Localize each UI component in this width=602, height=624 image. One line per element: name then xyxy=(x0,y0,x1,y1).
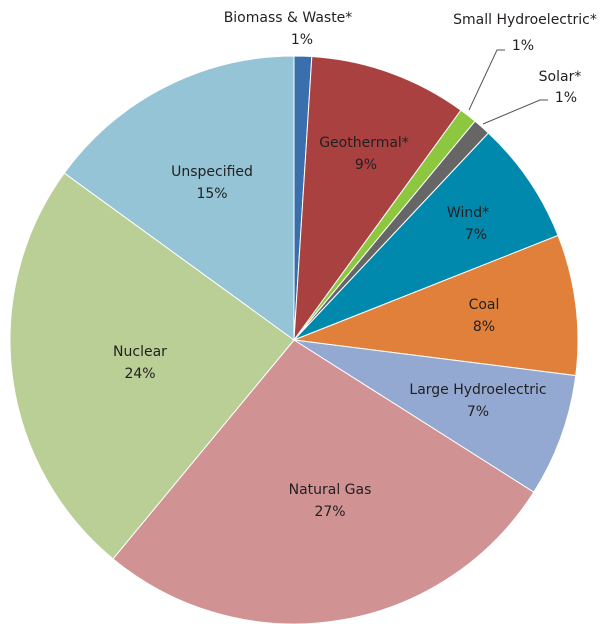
pie-slice xyxy=(63,55,295,341)
pie-slice xyxy=(293,234,579,377)
pie-slice xyxy=(9,172,295,560)
pie-slice xyxy=(293,339,577,493)
slice-label: Biomass & Waste* xyxy=(224,10,353,26)
slice-label: Wind* xyxy=(447,205,489,221)
value-label: 7% xyxy=(467,404,489,420)
slice-label: Geothermal* xyxy=(319,135,409,151)
value-label: 1% xyxy=(512,38,534,54)
slice-label: Coal xyxy=(469,297,500,313)
leader-line xyxy=(468,49,505,111)
pie-slice xyxy=(293,132,559,341)
slice-label: Solar* xyxy=(539,69,582,85)
slice-label: Natural Gas xyxy=(289,482,372,498)
slice-label: Large Hydroelectric xyxy=(409,382,546,398)
pie-slice xyxy=(293,56,462,342)
value-label: 15% xyxy=(196,186,227,202)
value-label: 27% xyxy=(314,504,345,520)
slice-label: Nuclear xyxy=(113,344,167,360)
slice-label: Small Hydroelectric* xyxy=(453,12,597,28)
value-label: 9% xyxy=(355,157,377,173)
value-label: 24% xyxy=(124,366,155,382)
value-label: 1% xyxy=(291,32,313,48)
value-label: 1% xyxy=(555,90,577,106)
slice-label: Unspecified xyxy=(171,164,253,180)
value-label: 7% xyxy=(465,227,487,243)
value-label: 8% xyxy=(473,319,495,335)
pie-slice xyxy=(112,339,535,624)
leader-line xyxy=(482,99,548,125)
